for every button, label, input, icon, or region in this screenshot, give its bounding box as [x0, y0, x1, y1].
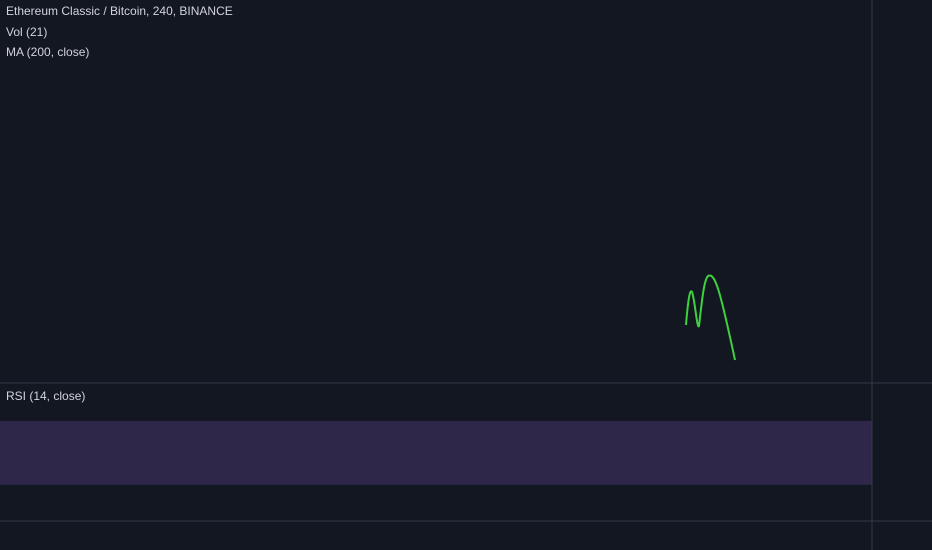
legend-ma: MA (200, close) [6, 45, 89, 59]
legend-volume: Vol (21) [6, 25, 47, 39]
chart-title: Ethereum Classic / Bitcoin, 240, BINANCE [6, 4, 233, 18]
hand-drawn-annotation [685, 274, 736, 361]
rsi-band-fill [0, 420, 872, 485]
rsi-title: RSI (14, close) [6, 389, 85, 403]
